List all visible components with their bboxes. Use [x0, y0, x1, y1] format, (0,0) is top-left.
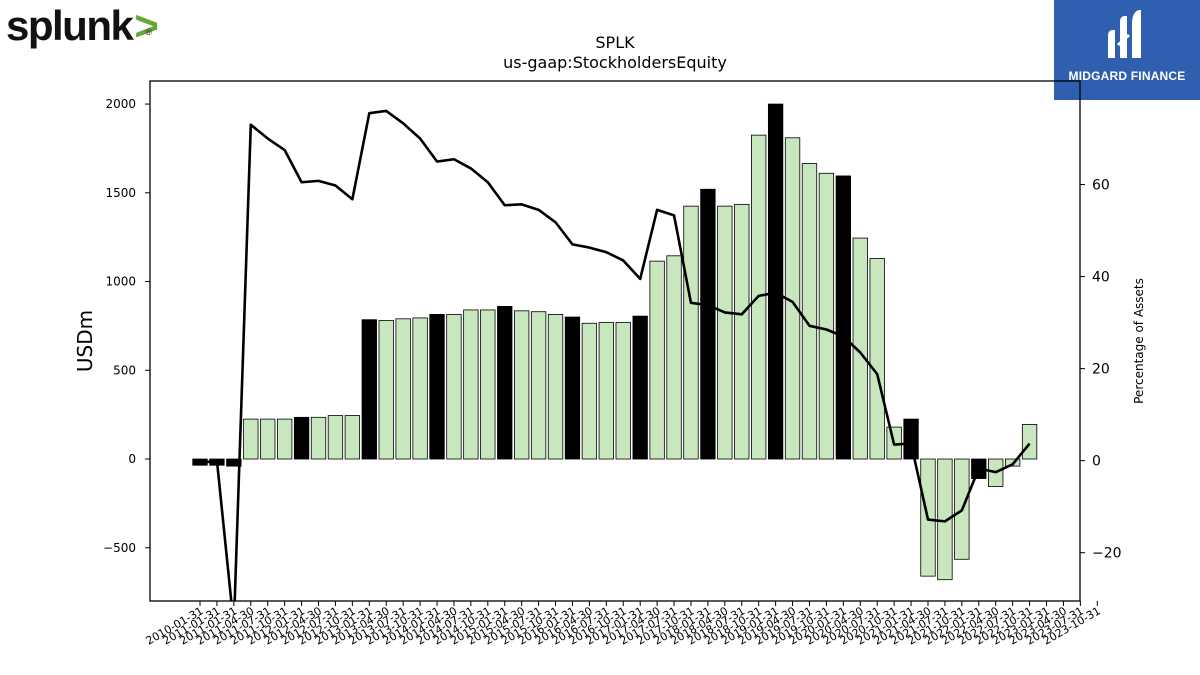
bar: [632, 315, 648, 460]
line-series: [199, 109, 1031, 601]
right-y-axis: −20 0 20 40 60: [1080, 178, 1122, 562]
percentage-line: [199, 109, 1031, 601]
bar: [395, 318, 411, 460]
left-y-axis: −500 0 500 1000 1500 2000: [103, 97, 150, 555]
bar-series: [192, 103, 1038, 581]
y-tick-label: 0: [128, 452, 136, 466]
bar: [767, 103, 784, 460]
y-tick-label: 1000: [105, 275, 136, 289]
y2-axis-label: Percentage of Assets: [1132, 278, 1146, 404]
bar: [310, 416, 327, 460]
bar: [226, 458, 242, 467]
bar: [514, 310, 530, 460]
y-axis-label: USDm: [73, 310, 97, 372]
y-tick-label: 2000: [105, 97, 136, 111]
bar: [1021, 424, 1038, 460]
y2-tick-label: 20: [1092, 362, 1110, 378]
chart-subtitle: us-gaap:StockholdersEquity: [503, 53, 727, 72]
bar: [615, 321, 631, 460]
bar: [412, 317, 428, 460]
bar: [530, 311, 547, 460]
bar: [564, 316, 581, 460]
bar: [683, 205, 699, 460]
bar: [480, 309, 496, 460]
splunk-logo: splunk>®: [6, 2, 163, 50]
bar: [903, 418, 919, 460]
bar: [700, 188, 716, 460]
y2-tick-label: −20: [1092, 546, 1122, 562]
bar: [734, 203, 750, 460]
bar: [598, 321, 614, 460]
y-tick-label: −500: [103, 541, 136, 555]
plot-frame: [149, 80, 1081, 602]
bar: [581, 322, 598, 460]
y2-tick-label: 0: [1092, 454, 1101, 470]
midgard-emblem-icon: [1108, 10, 1141, 58]
bar: [361, 319, 377, 460]
splunk-chevron-mark: >: [134, 2, 159, 49]
midgard-finance-logo: MIDGARD FINANCE: [1054, 0, 1200, 100]
bar: [835, 175, 851, 460]
bar: [344, 415, 361, 460]
x-axis: 2010-01-312011-01-312011-01-312011-04-30…: [144, 601, 1103, 648]
bar: [463, 309, 479, 460]
bar: [717, 205, 733, 460]
bar: [243, 418, 259, 460]
bar: [378, 320, 394, 460]
y2-tick-label: 60: [1092, 178, 1110, 194]
y2-tick-label: 40: [1092, 270, 1110, 286]
bar: [260, 418, 276, 460]
bar: [429, 313, 445, 460]
y-tick-label: 1500: [105, 186, 136, 200]
bar: [666, 255, 682, 460]
y-tick-label: 500: [113, 363, 136, 377]
bar: [801, 163, 818, 460]
bar: [547, 313, 564, 460]
bar: [869, 258, 885, 460]
bar: [293, 416, 310, 460]
bar: [852, 237, 868, 460]
bar: [276, 418, 293, 460]
bar: [327, 415, 344, 460]
bar: [818, 172, 835, 460]
bar: [497, 305, 513, 460]
midgard-finance-wordmark: MIDGARD FINANCE: [1068, 69, 1186, 83]
bar: [446, 313, 462, 460]
chart-title: SPLK: [595, 33, 635, 52]
bar: [649, 260, 665, 460]
splunk-wordmark: splunk: [6, 2, 134, 49]
registered-mark: ®: [145, 27, 152, 37]
